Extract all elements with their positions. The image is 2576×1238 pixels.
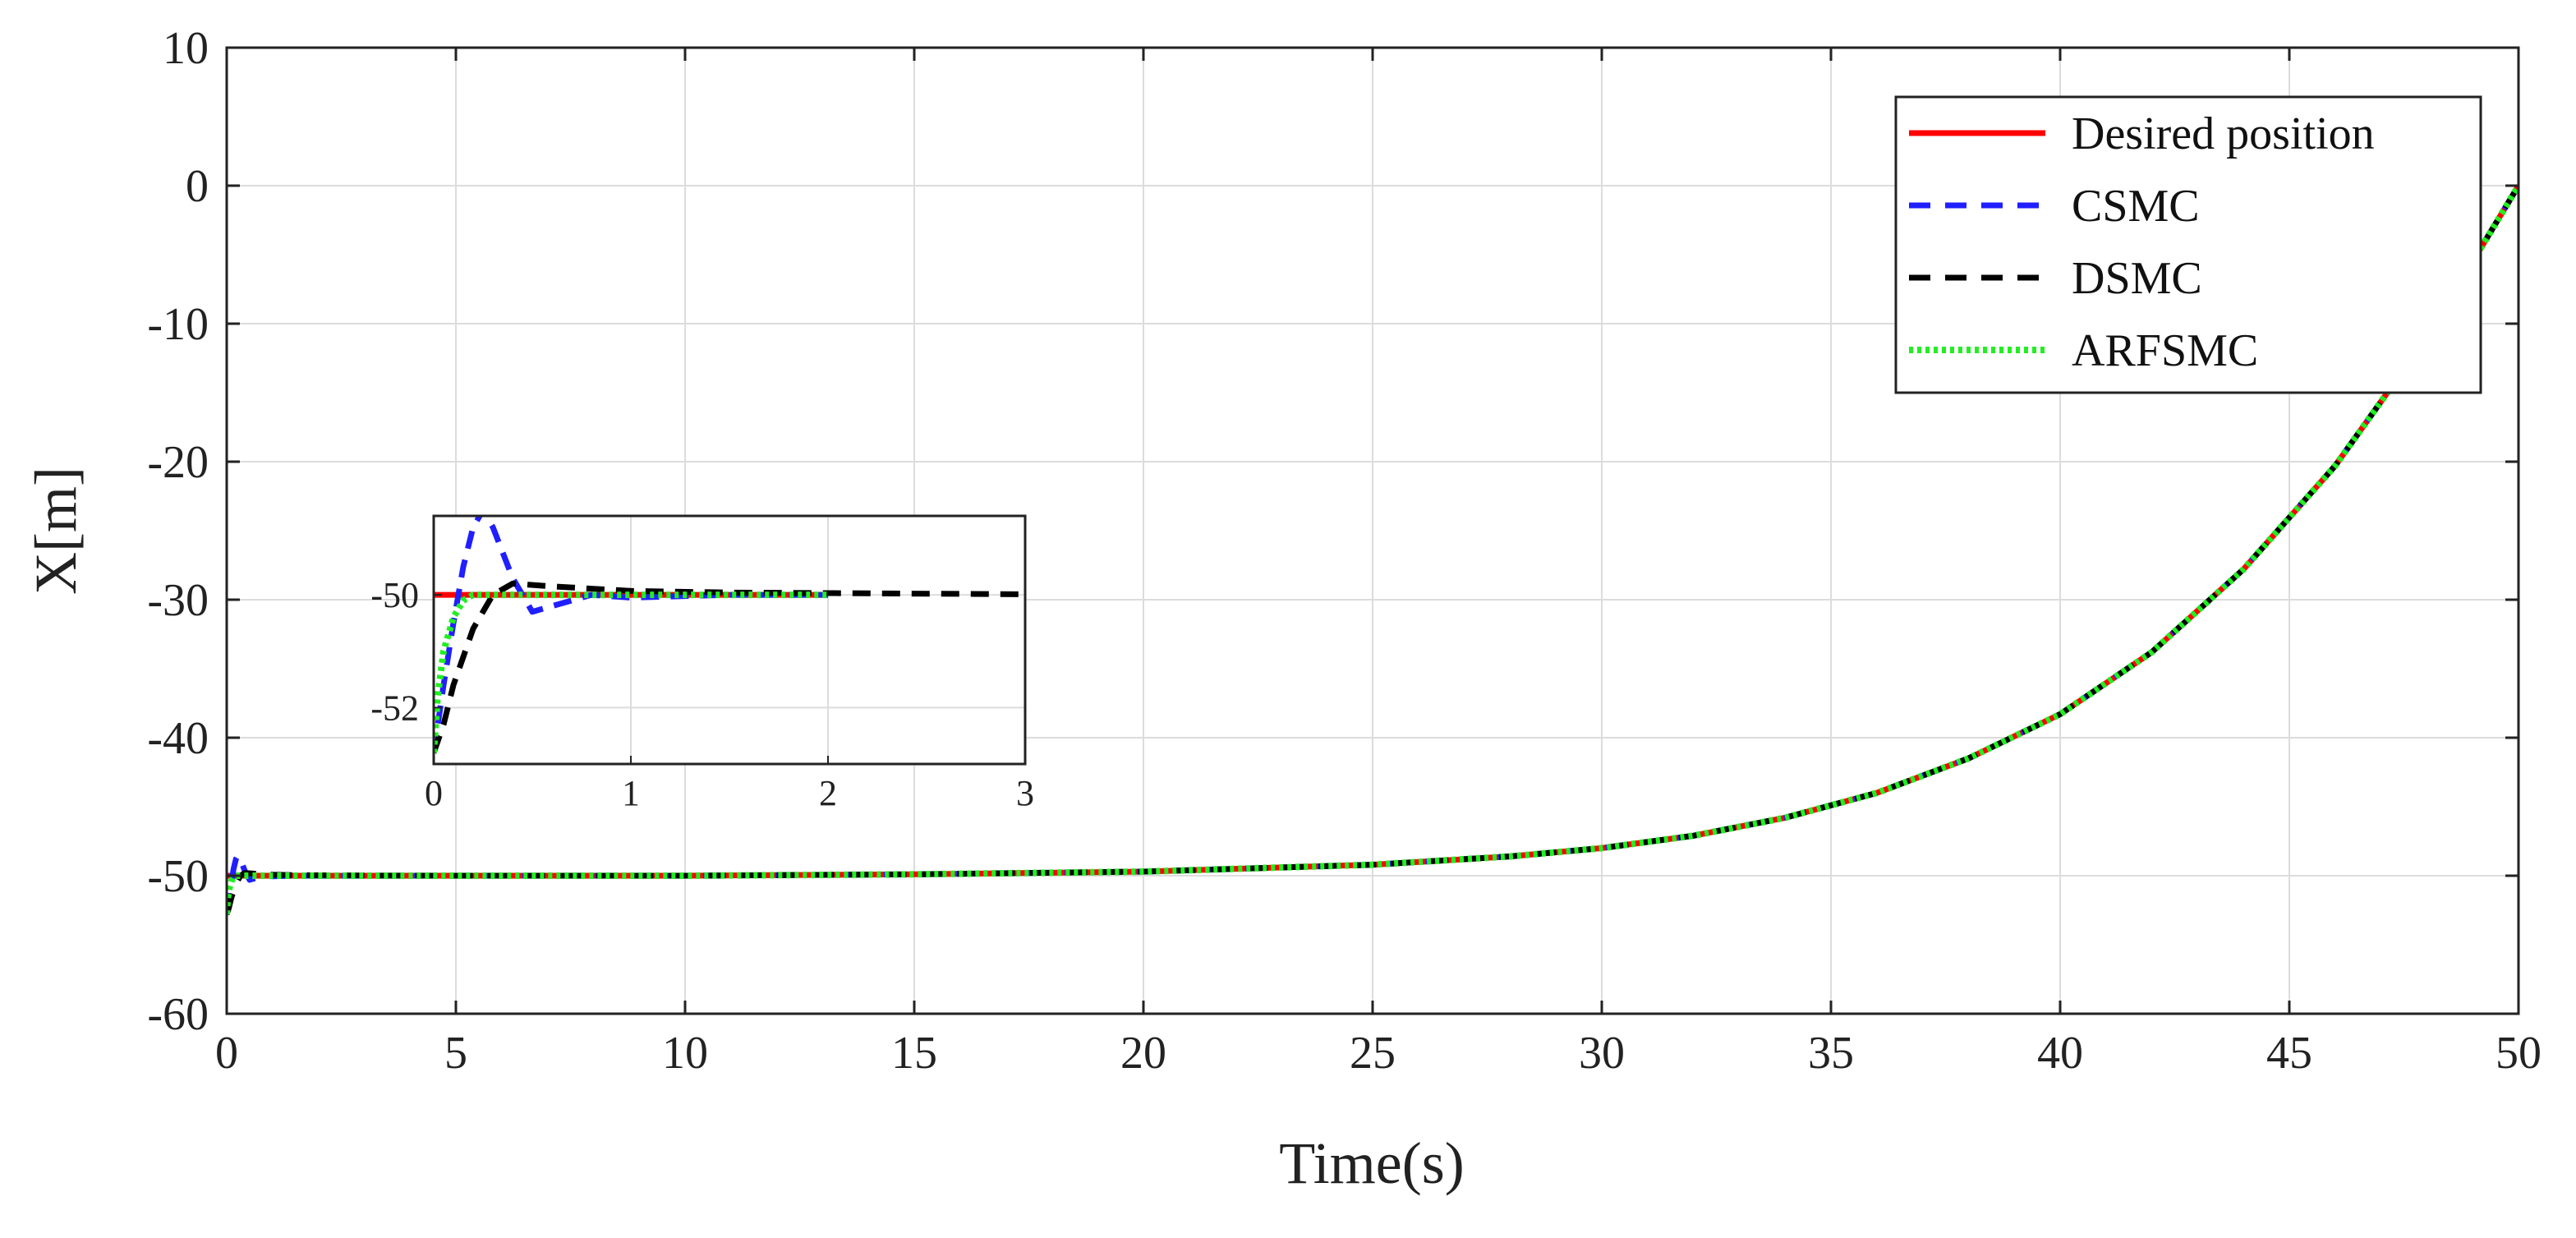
legend-label: CSMC	[2072, 181, 2200, 232]
x-tick-label: 40	[2037, 1028, 2083, 1079]
main-lines	[227, 183, 2518, 916]
inset-x-tick-label: 0	[425, 773, 443, 813]
legend-label: ARFSMC	[2072, 325, 2258, 376]
x-tick-label: 5	[444, 1028, 467, 1079]
inset-ticks: 0 1 2 3 -50 -52	[370, 575, 1034, 813]
y-tick-label: -10	[147, 299, 209, 350]
inset-x-tick-label: 1	[622, 773, 640, 813]
inset-series-line-csmc	[434, 516, 828, 753]
y-tick-label: 10	[163, 23, 209, 74]
inset-lines	[434, 516, 1025, 754]
inset-plot: 0 1 2 3 -50 -52	[370, 514, 1034, 813]
x-axis-label: Time(s)	[1279, 1130, 1464, 1196]
x-tick-label: 20	[1120, 1028, 1166, 1079]
legend-box	[1894, 95, 2482, 394]
inset-x-tick-label: 2	[819, 773, 837, 813]
x-tick-label: 0	[215, 1028, 238, 1079]
x-tick-label: 50	[2496, 1028, 2542, 1079]
legend-label: Desired position	[2072, 108, 2375, 159]
y-tick-label: -30	[147, 575, 209, 626]
inset-y-tick-label: -50	[370, 575, 419, 615]
inset-frame	[432, 514, 1027, 766]
legend-label: DSMC	[2072, 253, 2202, 304]
series-line-arfsmc	[227, 183, 2518, 915]
x-tick-label: 25	[1350, 1028, 1396, 1079]
y-tick-label: -50	[147, 851, 209, 902]
inset-background	[434, 516, 1025, 764]
y-tick-label: -20	[147, 437, 209, 488]
y-tick-label: 0	[186, 161, 209, 212]
main-ticks: 0 5 10 15 20 25 30 35 40 45 50100-10-20-30-40-50-6…	[147, 23, 2542, 1079]
series-line-dsmc	[227, 184, 2518, 916]
y-tick-label: -60	[147, 989, 209, 1040]
x-tick-label: 10	[662, 1028, 708, 1079]
legend: Desired position CSMC DSMC ARFSMC	[1894, 95, 2482, 394]
x-tick-label: 45	[2266, 1028, 2312, 1079]
inset-y-tick-label: -52	[370, 688, 419, 728]
x-tick-label: 15	[891, 1028, 937, 1079]
inset-series-line-dsmc	[434, 580, 1025, 754]
y-axis-label: X[m]	[23, 467, 89, 595]
x-tick-label: 35	[1808, 1028, 1854, 1079]
x-tick-label: 30	[1579, 1028, 1625, 1079]
inset-x-tick-label: 3	[1016, 773, 1034, 813]
y-tick-label: -40	[147, 713, 209, 764]
